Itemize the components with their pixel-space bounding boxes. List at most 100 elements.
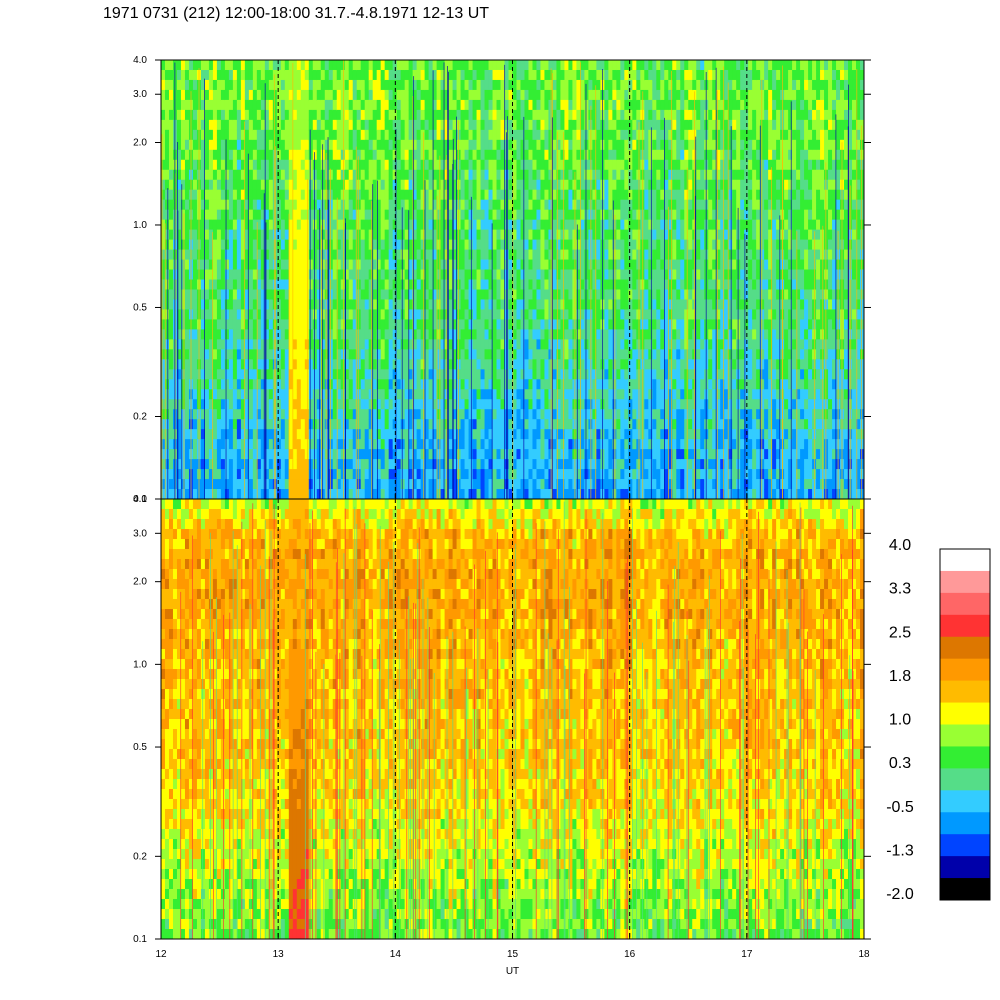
heatmap-cell <box>476 279 482 291</box>
heatmap-cell <box>416 169 422 181</box>
heatmap-cell <box>516 249 522 261</box>
heatmap-cell <box>512 189 518 201</box>
heatmap-cell <box>448 279 454 291</box>
heatmap-cell <box>536 299 542 311</box>
heatmap-cell <box>580 229 585 241</box>
heatmap-cell <box>344 479 350 490</box>
heatmap-cell <box>356 299 362 311</box>
heatmap-cell <box>232 409 238 420</box>
heatmap-cell <box>520 189 526 201</box>
heatmap-cell <box>292 249 298 261</box>
heatmap-cell <box>232 229 238 241</box>
heatmap-cell <box>592 449 597 460</box>
heatmap-cell <box>192 129 198 141</box>
heatmap-cell <box>348 239 354 251</box>
heatmap-cell <box>432 339 438 350</box>
heatmap-cell <box>584 169 589 181</box>
heatmap-cell <box>428 469 434 480</box>
heatmap-cell <box>204 159 210 171</box>
heatmap-cell <box>372 249 378 261</box>
heatmap-cell <box>316 439 322 450</box>
heatmap-cell <box>524 479 530 490</box>
heatmap-cell <box>288 379 294 390</box>
heatmap-cell <box>492 189 498 201</box>
heatmap-cell <box>328 60 334 71</box>
heatmap-cell <box>544 179 550 191</box>
heatmap-cell <box>408 179 414 191</box>
heatmap-cell <box>324 229 330 241</box>
heatmap-cell <box>316 149 322 161</box>
heatmap-cell <box>380 209 386 221</box>
heatmap-cell <box>564 179 570 191</box>
heatmap-cell <box>280 119 286 131</box>
heatmap-cell <box>248 359 254 370</box>
heatmap-cell <box>176 149 182 161</box>
heatmap-cell <box>212 239 218 251</box>
heatmap-cell <box>244 449 250 460</box>
heatmap-cell <box>324 119 330 131</box>
heatmap-cell <box>572 129 577 141</box>
heatmap-cell <box>520 69 526 81</box>
heatmap-cell <box>396 249 402 261</box>
heatmap-cell <box>608 479 613 490</box>
heatmap-cell <box>476 99 482 111</box>
heatmap-cell <box>528 489 534 499</box>
heatmap-cell <box>560 459 566 470</box>
heatmap-cell <box>308 189 314 201</box>
heatmap-cell <box>212 229 218 241</box>
heatmap-cell <box>532 60 538 71</box>
heatmap-cell <box>452 259 458 271</box>
heatmap-cell <box>216 269 222 281</box>
heatmap-cell <box>256 459 262 470</box>
heatmap-cell <box>316 99 322 111</box>
heatmap-cell <box>240 329 246 340</box>
heatmap-cell <box>452 389 458 400</box>
heatmap-cell <box>396 60 402 71</box>
heatmap-cell <box>316 179 322 191</box>
heatmap-cell <box>208 89 214 101</box>
heatmap-cell <box>524 439 530 450</box>
heatmap-cell <box>248 449 254 460</box>
heatmap-cell <box>168 159 174 171</box>
heatmap-cell <box>348 349 354 360</box>
heatmap-cell <box>240 149 246 161</box>
heatmap-cell <box>292 319 298 330</box>
heatmap-cell <box>544 459 550 470</box>
heatmap-cell <box>236 319 242 330</box>
heatmap-cell <box>204 349 210 360</box>
heatmap-cell <box>508 209 514 221</box>
heatmap-cell <box>416 489 422 499</box>
heatmap-cell <box>344 459 350 470</box>
heatmap-cell <box>236 459 242 470</box>
heatmap-cell <box>308 209 314 221</box>
heatmap-cell <box>208 259 214 271</box>
heatmap-cell <box>568 79 574 91</box>
heatmap-cell <box>580 409 585 420</box>
heatmap-cell <box>368 199 374 211</box>
heatmap-cell <box>320 359 326 370</box>
heatmap-cell <box>220 429 226 440</box>
heatmap-cell <box>184 319 190 330</box>
heatmap-cell <box>352 419 358 430</box>
heatmap-cell <box>232 349 238 360</box>
upper-spectrogram-panel <box>161 60 864 499</box>
heatmap-cell <box>608 429 613 440</box>
heatmap-cell <box>544 60 550 71</box>
heatmap-cell <box>360 139 366 151</box>
heatmap-cell <box>232 89 238 101</box>
heatmap-cell <box>208 349 214 360</box>
heatmap-cell <box>496 159 502 171</box>
heatmap-cell <box>556 359 562 370</box>
heatmap-cell <box>236 219 242 231</box>
heatmap-cell <box>492 179 498 191</box>
heatmap-cell <box>484 459 490 470</box>
heatmap-cell <box>524 419 530 430</box>
heatmap-cell <box>524 89 530 101</box>
heatmap-cell <box>604 449 609 460</box>
heatmap-cell <box>284 489 290 499</box>
heatmap-cell <box>328 469 334 480</box>
heatmap-cell <box>488 309 494 321</box>
heatmap-cell <box>496 189 502 201</box>
heatmap-cell <box>280 439 286 450</box>
heatmap-cell <box>312 69 318 81</box>
